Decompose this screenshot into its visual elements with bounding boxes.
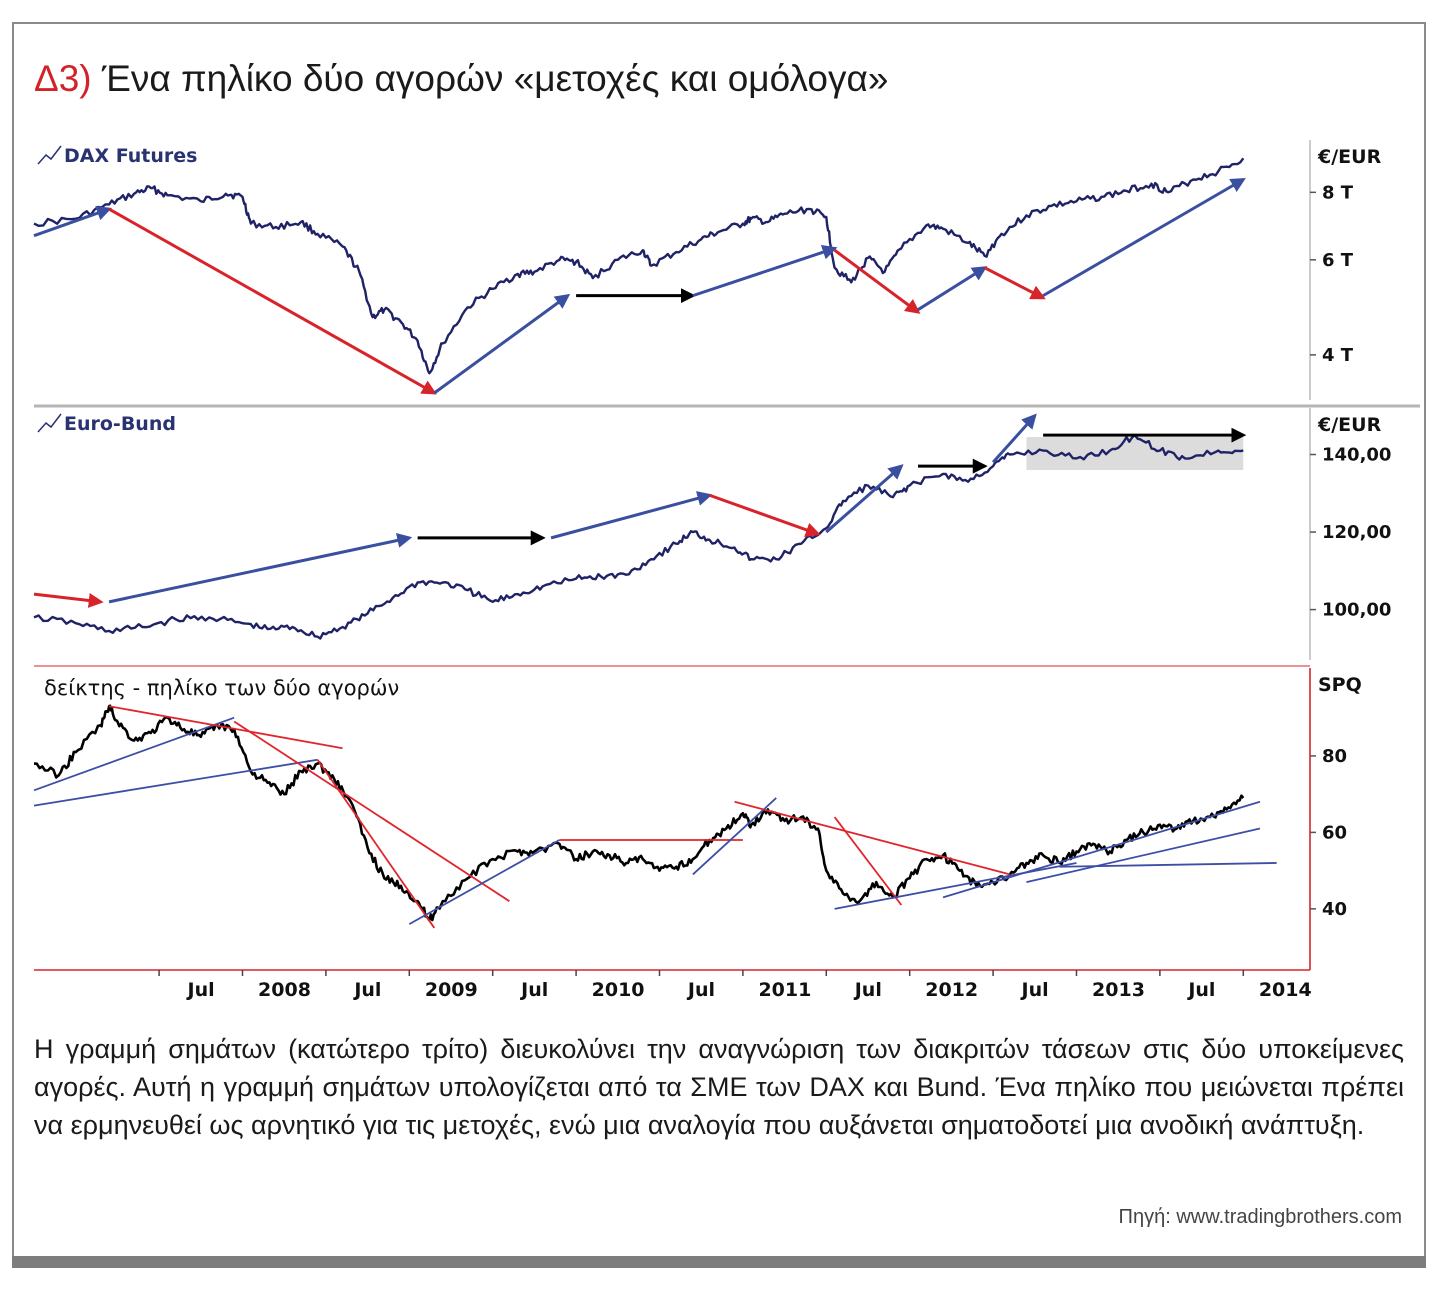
dax-trend-arrow-up: [433, 293, 571, 395]
ratio-trend-line-down: [316, 759, 436, 929]
ratio-y-tick-label: 60: [1322, 822, 1347, 843]
x-tick-label: Jul: [1020, 979, 1049, 1001]
dax-trend-arrow-up: [692, 245, 838, 298]
x-tick-label: 2008: [258, 979, 311, 1001]
dax-y-tick-label: 4 T: [1322, 345, 1354, 366]
dax-trend-arrow-down: [833, 249, 921, 314]
title-prefix: Δ3): [34, 58, 92, 99]
bund-trend-arrow-up: [825, 464, 904, 534]
ratio-trend-line-up: [834, 862, 1077, 910]
bund-label: Euro-Bund: [64, 413, 176, 435]
ratio-panel: δείκτης - πηλίκο των δύο αγορών SPQ 40 60 80: [33, 668, 1362, 971]
ratio-trend-line-up: [692, 797, 777, 876]
dax-y-tick-label: 8 T: [1322, 182, 1354, 203]
dax-series-line: [33, 157, 1245, 375]
dax-label: DAX Futures: [64, 145, 197, 167]
x-tick-label: Jul: [853, 979, 882, 1001]
bund-y-tick-label: 100,00: [1322, 600, 1391, 621]
dax-trend-arrow-up: [33, 205, 112, 238]
ratio-trend-line-down: [734, 800, 1010, 876]
x-tick-label: Jul: [186, 979, 215, 1001]
dax-series-icon: [37, 145, 62, 165]
dax-trend-arrow-up: [1042, 177, 1246, 297]
ratio-unit: SPQ: [1318, 674, 1362, 696]
x-tick-label: 2013: [1092, 979, 1145, 1001]
bund-series-line: [33, 433, 1244, 640]
bund-trend-arrow-up: [991, 413, 1037, 464]
bund-panel: Euro-Bund €/EUR 100,00 120,00 140,00: [33, 408, 1391, 667]
bund-trend-arrow-down: [709, 493, 821, 538]
bund-y-tick-label: 120,00: [1322, 522, 1391, 543]
description-text: Η γραμμή σημάτων (κατώτερο τρίτο) διευκο…: [34, 1034, 1404, 1140]
chart-area: DAX Futures €/EUR 4 T 6 T 8 T Euro-Bund €/EUR…: [33, 140, 1420, 1001]
x-tick-label: Jul: [519, 979, 548, 1001]
source-credit: Πηγή: www.tradingbrothers.com: [1118, 1206, 1402, 1228]
dax-y-tick-label: 6 T: [1322, 250, 1354, 271]
ratio-label: δείκτης - πηλίκο των δύο αγορών: [44, 676, 399, 700]
ratio-trend-line-up: [33, 758, 318, 807]
figure-title: Δ3) Ένα πηλίκο δύο αγορών «μετοχές και ο…: [34, 58, 888, 100]
bund-y-tick-label: 140,00: [1322, 445, 1391, 466]
dax-trend-arrow-down: [108, 207, 437, 395]
ratio-trend-line-up: [1059, 862, 1277, 868]
bund-series-icon: [37, 413, 62, 433]
dax-trend-arrow-up: [917, 266, 988, 311]
dax-unit: €/EUR: [1317, 146, 1382, 168]
x-tick-label: Jul: [1186, 979, 1215, 1001]
ratio-trend-line-up: [1026, 827, 1261, 883]
bund-trend-arrow-up: [550, 491, 713, 540]
ratio-y-tick-label: 80: [1322, 746, 1347, 767]
x-tick-label: 2011: [758, 979, 811, 1001]
bund-trend-arrow-down: [33, 592, 104, 608]
ratio-trend-line-up: [33, 716, 235, 792]
x-tick-label: 2009: [425, 979, 478, 1001]
title-text: Ένα πηλίκο δύο αγορών «μετοχές και ομόλο…: [101, 58, 889, 99]
ratio-trend-line-down: [233, 720, 510, 902]
ratio-trend-line-down: [833, 816, 903, 906]
bottom-bar: [12, 1256, 1426, 1268]
x-tick-label: Jul: [686, 979, 715, 1001]
dax-trend-arrow-down: [984, 266, 1046, 300]
x-tick-label: 2014: [1259, 979, 1312, 1001]
x-tick-label: Jul: [352, 979, 381, 1001]
ratio-y-tick-label: 40: [1322, 899, 1347, 920]
dax-panel: DAX Futures €/EUR 4 T 6 T 8 T: [33, 140, 1420, 408]
ratio-trend-line-down: [108, 705, 343, 750]
x-tick-label: 2010: [592, 979, 645, 1001]
bund-unit: €/EUR: [1317, 414, 1382, 436]
figure-frame: [12, 22, 1426, 1266]
x-tick-label: 2012: [925, 979, 978, 1001]
ratio-series-line: [33, 704, 1245, 922]
ratio-trend-line-up: [408, 839, 560, 925]
ratio-trend-line-up: [942, 800, 1261, 899]
x-axis: Jul 2008 Jul 2009 Jul 2010 Jul 2011 Jul 2012 Jul 20…: [158, 970, 1312, 1001]
bund-trend-arrow-up: [108, 533, 413, 604]
